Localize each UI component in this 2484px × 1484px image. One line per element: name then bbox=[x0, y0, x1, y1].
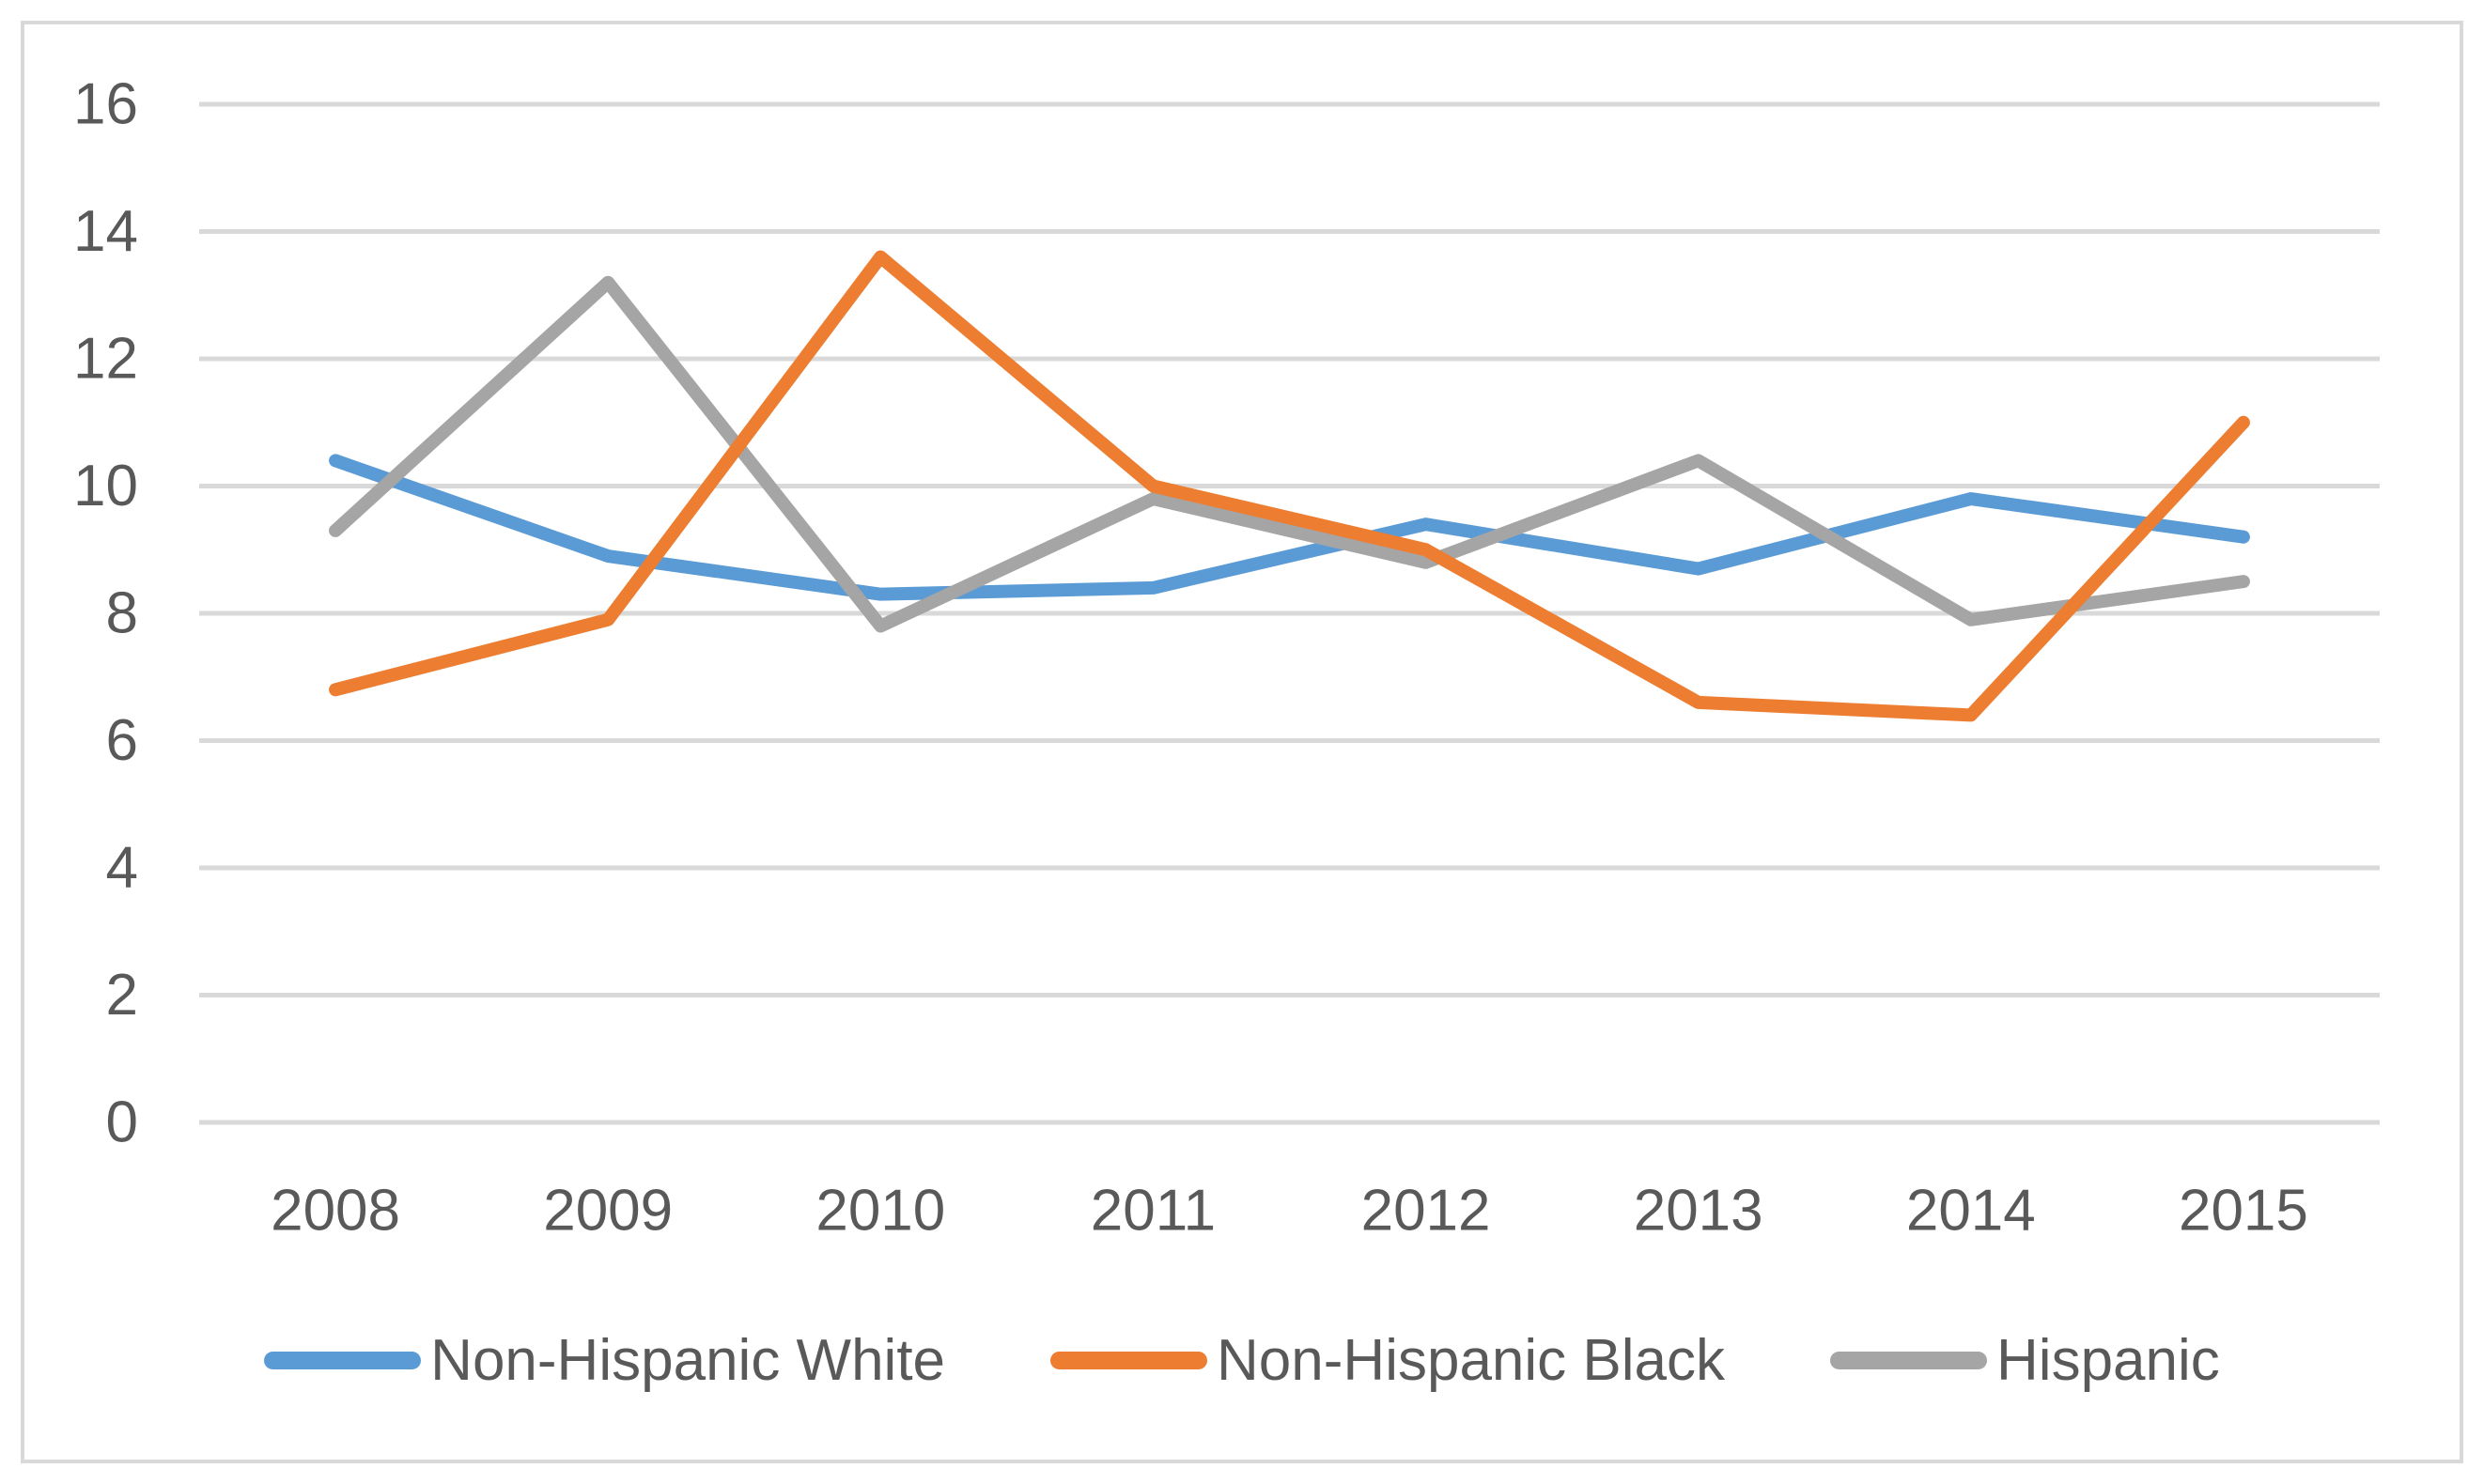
x-axis-tick-label-2013: 2013 bbox=[1634, 1179, 1763, 1244]
legend-swatch-non-hispanic-black bbox=[1050, 1351, 1208, 1369]
series-line-hispanic bbox=[329, 275, 2250, 633]
legend-label-non-hispanic-black: Non-Hispanic Black bbox=[1217, 1327, 1726, 1393]
y-axis-tick-label: 6 bbox=[106, 708, 138, 773]
y-axis-tick-label: 2 bbox=[106, 963, 138, 1028]
legend-swatch-hispanic bbox=[1830, 1351, 1988, 1369]
x-axis-tick-label-2009: 2009 bbox=[543, 1179, 673, 1244]
x-axis-tick-label-2011: 2011 bbox=[1091, 1179, 1216, 1244]
y-axis-tick-label: 12 bbox=[73, 327, 138, 392]
x-axis-tick-label-2010: 2010 bbox=[815, 1179, 945, 1244]
y-axis-tick-label: 10 bbox=[73, 454, 138, 518]
x-axis-tick-label-2008: 2008 bbox=[271, 1179, 400, 1244]
y-axis-tick-label: 8 bbox=[106, 581, 138, 646]
series-line-non-hispanic-black bbox=[329, 250, 2250, 722]
legend-item-hispanic: Hispanic bbox=[1830, 1327, 2220, 1394]
x-axis-tick-label-2012: 2012 bbox=[1361, 1179, 1491, 1244]
y-axis-tick-label: 16 bbox=[73, 72, 138, 137]
legend-item-non-hispanic-white: Non-Hispanic White bbox=[264, 1327, 945, 1394]
legend-label-hispanic: Hispanic bbox=[1996, 1327, 2220, 1393]
y-axis-tick-label: 0 bbox=[106, 1090, 138, 1155]
y-axis-tick-label: 4 bbox=[106, 836, 138, 901]
chart-legend: Non-Hispanic White Non-Hispanic Black Hi… bbox=[0, 1313, 2484, 1407]
x-axis-tick-label-2014: 2014 bbox=[1906, 1179, 2036, 1244]
y-axis-tick-label: 14 bbox=[73, 199, 138, 264]
x-axis-tick-label-2015: 2015 bbox=[2179, 1179, 2308, 1244]
legend-item-non-hispanic-black: Non-Hispanic Black bbox=[1050, 1327, 1725, 1394]
legend-swatch-non-hispanic-white bbox=[264, 1351, 422, 1369]
legend-label-non-hispanic-white: Non-Hispanic White bbox=[430, 1327, 946, 1393]
